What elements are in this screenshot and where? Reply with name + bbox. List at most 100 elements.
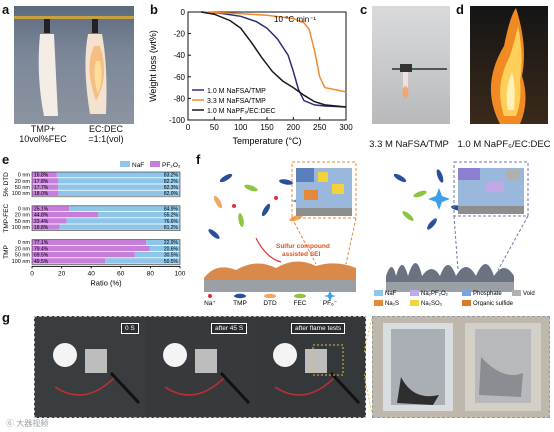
ratio-bar-naf: [56, 172, 180, 178]
sei-legend-species: Na⁺ TMP DTD FEC PF₆⁻: [204, 291, 338, 306]
panel-a-label: a: [2, 2, 10, 17]
legend-phase-swatch: [512, 290, 521, 296]
ratio-bar-pf: [32, 190, 59, 196]
ratio-value-pf: 16.8%: [34, 173, 49, 179]
ratio-xtick-label: 20: [58, 270, 66, 277]
legend-phase-label: Na₂SO₃: [421, 301, 443, 306]
legend-phase-swatch: [410, 300, 419, 306]
ratio-bar-naf: [134, 252, 180, 258]
legend-phase-swatch: [462, 300, 471, 306]
tga-xtick-label: 100: [234, 123, 248, 132]
legend-symbol: [234, 293, 246, 299]
ratio-group-frame: [31, 171, 181, 198]
panel-a-caption-left: TMP+ 10vol%FEC: [19, 124, 67, 144]
legend-phase-label: NaF: [385, 291, 397, 297]
g-zoom-photo: [372, 316, 550, 418]
legend-symbol: [264, 293, 276, 299]
ratio-value-pf: 23.4%: [34, 219, 49, 225]
panel-c-label: c: [360, 2, 368, 17]
legend-symbol: [294, 293, 306, 299]
tga-ytick-label: -40: [173, 51, 185, 60]
tga-ytick-label: -60: [173, 73, 185, 82]
ratio-bar-pf: [32, 172, 57, 178]
tga-legend-label: 1.0 M NaFSA/TMP: [207, 88, 266, 95]
tga-ytick-label: -20: [173, 30, 185, 39]
legend-symbol: [208, 294, 212, 298]
panel-c-caption: 3.3 M NaFSA/TMP: [369, 139, 449, 150]
ratio-bar-pf: [32, 245, 150, 252]
tga-xtick-label: 50: [210, 123, 219, 132]
ratio-bar-naf: [105, 258, 180, 264]
ratio-value-naf: 84.9%: [164, 206, 179, 212]
ratio-value-naf: 20.6%: [164, 246, 179, 252]
legend-species-label: Na⁺: [204, 300, 216, 306]
ratio-value-naf: 30.5%: [164, 253, 179, 259]
ratio-depth-label: 20 nm: [15, 179, 31, 185]
legend-phase-label: Phosphate: [473, 291, 502, 297]
legend-phase-swatch: [374, 300, 383, 306]
sei-annotation-line2: assisted SEI: [282, 251, 320, 258]
legend-species-label: FEC: [294, 300, 307, 306]
ratio-depth-label: 20 nm: [15, 246, 31, 252]
ratio-bar-naf: [69, 205, 180, 212]
ratio-bar-pf: [32, 224, 60, 230]
ratio-depth-label: 0 nm: [18, 173, 31, 179]
ratio-xtick-label: 0: [30, 270, 34, 277]
ratio-xtick-label: 60: [117, 270, 125, 277]
tga-chart: 0 50 100 150 200 250 300 0 -20 -40 -60 -80 -100 Tempe…: [148, 8, 353, 146]
ratio-value-naf: 83.2%: [164, 173, 179, 179]
tga-legend-label: 1.0 M NaPF₆/EC:DEC: [207, 108, 276, 115]
tga-legend-label: 3.3 M NaFSA/TMP: [207, 98, 266, 105]
tga-series-line: [201, 11, 347, 108]
tga-ylabel: Weight loss (wt%): [148, 30, 158, 102]
ratio-value-pf: 18.8%: [34, 225, 49, 231]
ratio-bar-pf: [32, 178, 59, 184]
sei-annotation-line1: Sulfur compound: [276, 243, 330, 250]
panel-d-photo: [470, 6, 548, 124]
ratio-depth-label: 50 nm: [15, 219, 31, 225]
panel-a-caption-right: EC:DEC =1:1(vol): [88, 124, 124, 144]
panel-a-photo: [14, 6, 134, 124]
ratio-value-pf: 49.5%: [34, 259, 49, 265]
ratio-depth-label: 0 nm: [18, 206, 31, 212]
ratio-bar-pf: [32, 258, 106, 264]
ratio-group-label: 5% DTD: [3, 172, 10, 197]
g-tag-45s: after 45 S: [211, 323, 248, 334]
tga-xtick-label: 150: [260, 123, 274, 132]
ratio-bar-naf: [149, 245, 180, 252]
ratio-bar-pf: [32, 184, 59, 190]
ratio-value-pf: 18.0%: [34, 191, 49, 197]
watermark: ⑥ 大器视频: [6, 419, 49, 428]
ratio-value-naf: 82.3%: [164, 185, 179, 191]
ratio-value-pf: 79.4%: [34, 246, 49, 252]
ratio-legend-pf: PF₂O₂: [162, 162, 181, 169]
ratio-value-pf: 17.7%: [34, 185, 49, 191]
ratio-bar-pf: [32, 239, 147, 245]
ratio-group-label: TMP: [3, 245, 10, 259]
tga-xlabel: Temperature (°C): [232, 136, 301, 146]
ratio-xlabel: Ratio (%): [90, 278, 122, 287]
ratio-value-naf: 55.2%: [164, 213, 179, 219]
ratio-xtick-label: 80: [147, 270, 155, 277]
legend-species-label: TMP: [233, 300, 247, 306]
ratio-bar-pf: [32, 218, 67, 224]
ratio-value-naf: 82.0%: [164, 191, 179, 197]
ratio-depth-label: 50 nm: [15, 253, 31, 259]
legend-phase-swatch: [374, 290, 383, 296]
ratio-bar-naf: [58, 190, 180, 196]
legend-species-label: PF₆⁻: [323, 300, 338, 306]
panel-c-photo: [372, 6, 450, 124]
ratio-depth-label: 100 nm: [12, 225, 31, 231]
panel-e-label: e: [2, 152, 10, 167]
ratio-group-frame: [31, 205, 181, 231]
ratio-bar-naf: [98, 212, 180, 218]
legend-phase-label: Na₂S: [385, 301, 399, 306]
g-zoom-connector: [363, 316, 373, 416]
sei-legend-phases: NaF Na₂PF₂O₂ Phosphate Void Na₂S Na₂SO₃ Organi…: [374, 290, 535, 306]
legend-phase-label: Organic sulfide: [473, 301, 514, 306]
ratio-group-label: TMP-FEC: [3, 203, 10, 232]
legend-phase-swatch: [462, 290, 471, 296]
ratio-bar-naf: [58, 178, 180, 184]
ratio-xtick-label: 100: [175, 270, 186, 277]
tga-ytick-label: 0: [181, 8, 186, 17]
